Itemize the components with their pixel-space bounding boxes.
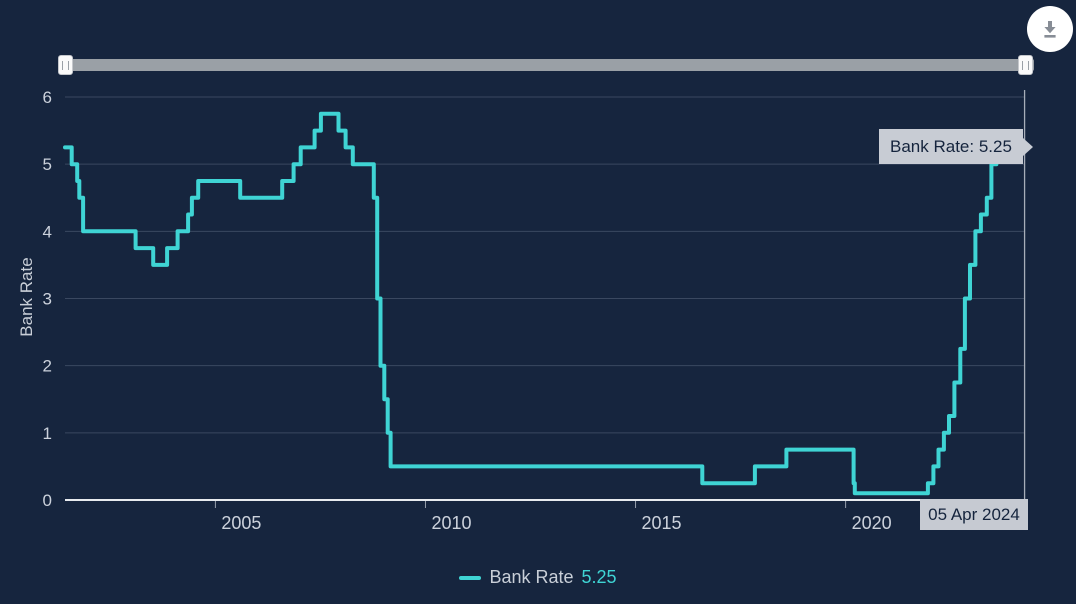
- tooltip: Bank Rate: 5.25: [879, 129, 1033, 164]
- bank-rate-series-line[interactable]: [63, 111, 1027, 496]
- tooltip-text: Bank Rate: 5.25: [890, 137, 1012, 156]
- y-axis-title: Bank Rate: [17, 257, 36, 337]
- y-tick-label: 3: [43, 290, 52, 309]
- range-slider-track[interactable]: [59, 59, 1034, 71]
- download-icon: [1044, 21, 1056, 38]
- legend-item-bank-rate[interactable]: Bank Rate 5.25: [0, 567, 1076, 588]
- crosshair-date-text: 05 Apr 2024: [928, 504, 1020, 524]
- x-tick-label: 2005: [221, 513, 261, 533]
- slider-grip-icon: [62, 60, 69, 70]
- legend-label: Bank Rate: [489, 567, 574, 587]
- y-tick-label: 4: [43, 222, 52, 241]
- y-tick-label: 0: [43, 491, 52, 510]
- slider-grip-icon: [1022, 60, 1029, 70]
- y-tick-label: 6: [43, 88, 52, 107]
- x-tick-label: 2020: [852, 513, 892, 533]
- y-tick-label: 2: [43, 357, 52, 376]
- y-tick-label: 1: [43, 424, 52, 443]
- legend-swatch-icon: [459, 575, 482, 580]
- range-slider-handle-left[interactable]: [58, 55, 73, 75]
- range-slider-handle-right[interactable]: [1018, 55, 1033, 75]
- x-tick-label: 2015: [642, 513, 682, 533]
- legend-value: 5.25: [581, 567, 617, 587]
- x-tick-label: 2010: [431, 513, 471, 533]
- download-button[interactable]: [1027, 6, 1073, 52]
- y-tick-label: 5: [43, 155, 52, 174]
- crosshair-date-label: 05 Apr 2024: [920, 499, 1028, 530]
